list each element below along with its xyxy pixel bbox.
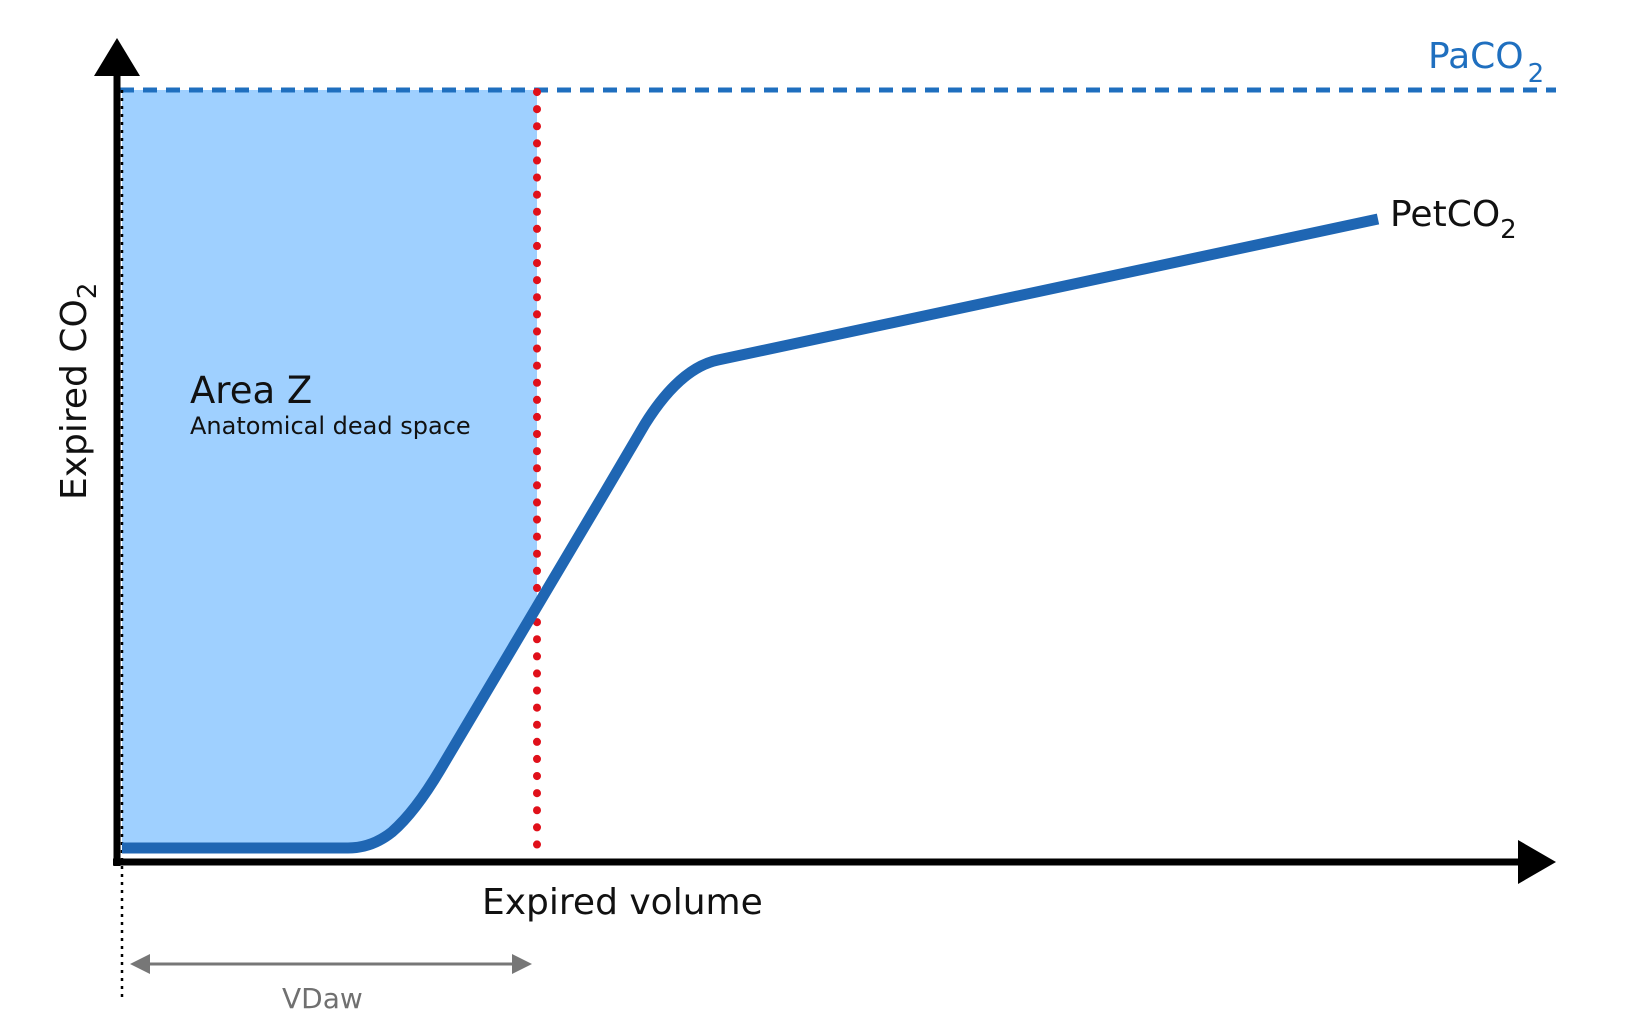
- vdaw-arrow-left-head: [130, 954, 150, 974]
- paco2-label: PaCO 2: [1428, 36, 1544, 89]
- petco2-curve: [122, 213, 1380, 854]
- y-axis-arrowhead: [94, 38, 140, 76]
- x-axis-arrowhead: [1518, 840, 1556, 884]
- y-axis-label: Expired CO2: [54, 283, 103, 500]
- vdaw-label: VDaw: [282, 982, 363, 1015]
- area-z-subtitle: Anatomical dead space: [190, 412, 471, 440]
- area-z-fill: [122, 90, 537, 848]
- x-axis-label: Expired volume: [482, 882, 763, 923]
- petco2-label: PetCO2: [1390, 194, 1517, 245]
- area-z-title: Area Z: [190, 369, 312, 412]
- vdaw-arrow-right-head: [512, 954, 532, 974]
